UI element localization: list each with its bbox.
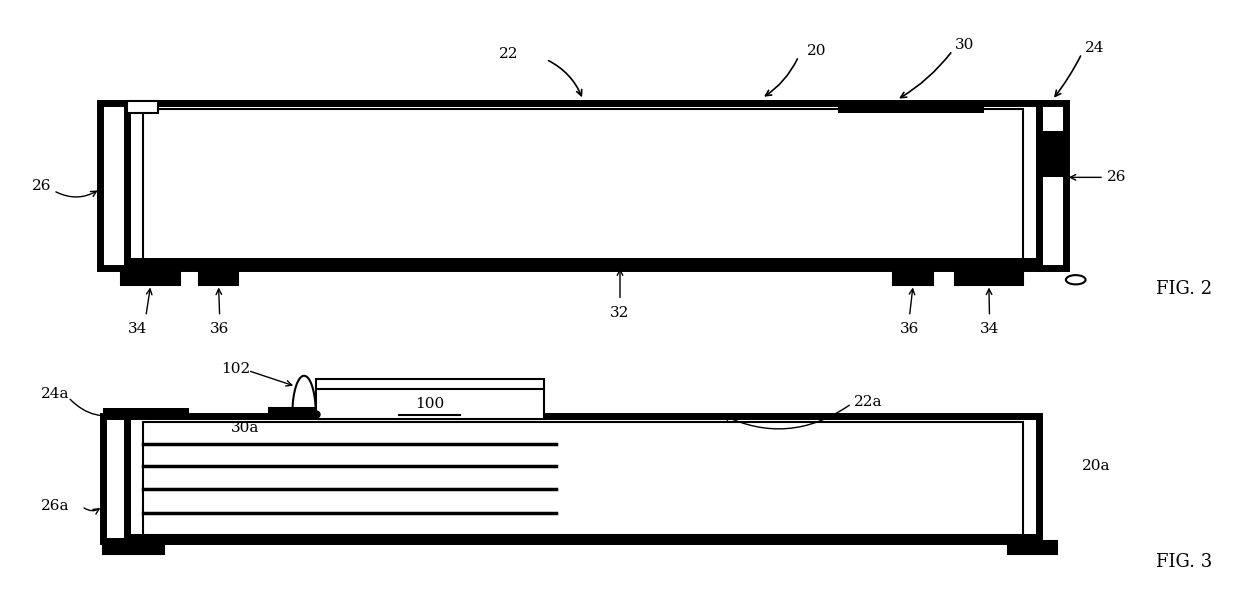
Bar: [144, 422, 1023, 535]
Text: 24: 24: [1085, 41, 1104, 55]
Text: 30: 30: [955, 38, 975, 52]
Bar: [955, 269, 1023, 284]
Text: 34: 34: [128, 322, 146, 336]
Bar: [128, 534, 1039, 541]
Bar: [103, 408, 188, 419]
Bar: [1039, 103, 1066, 269]
Bar: [144, 109, 1023, 263]
Text: 20: 20: [807, 44, 827, 58]
Bar: [128, 416, 1039, 541]
Text: 26: 26: [31, 178, 51, 193]
Bar: [128, 103, 1039, 269]
Text: 24a: 24a: [41, 388, 69, 401]
Text: 22: 22: [500, 47, 518, 61]
Bar: [198, 269, 238, 284]
Text: 22a: 22a: [854, 395, 883, 409]
Text: 100: 100: [415, 397, 444, 411]
Text: FIG. 2: FIG. 2: [1156, 280, 1211, 298]
Text: 20a: 20a: [1081, 459, 1110, 474]
Text: FIG. 3: FIG. 3: [1156, 553, 1211, 571]
Bar: [128, 258, 1039, 269]
Bar: [1039, 131, 1066, 177]
Bar: [838, 101, 985, 113]
Text: 102: 102: [221, 362, 250, 376]
Bar: [269, 408, 316, 418]
Circle shape: [1066, 275, 1085, 284]
Bar: [316, 379, 543, 419]
Text: 32: 32: [610, 306, 630, 320]
Text: 26a: 26a: [41, 499, 69, 514]
Text: 30a: 30a: [231, 421, 259, 435]
Bar: [103, 416, 128, 541]
Bar: [128, 101, 159, 113]
Bar: [100, 103, 128, 269]
Bar: [894, 269, 932, 284]
Bar: [103, 541, 164, 554]
Text: 36: 36: [900, 322, 919, 336]
Bar: [1008, 541, 1058, 554]
Bar: [122, 269, 180, 284]
Text: 36: 36: [210, 322, 229, 336]
Text: 26: 26: [1106, 170, 1126, 184]
Text: 34: 34: [980, 322, 999, 336]
